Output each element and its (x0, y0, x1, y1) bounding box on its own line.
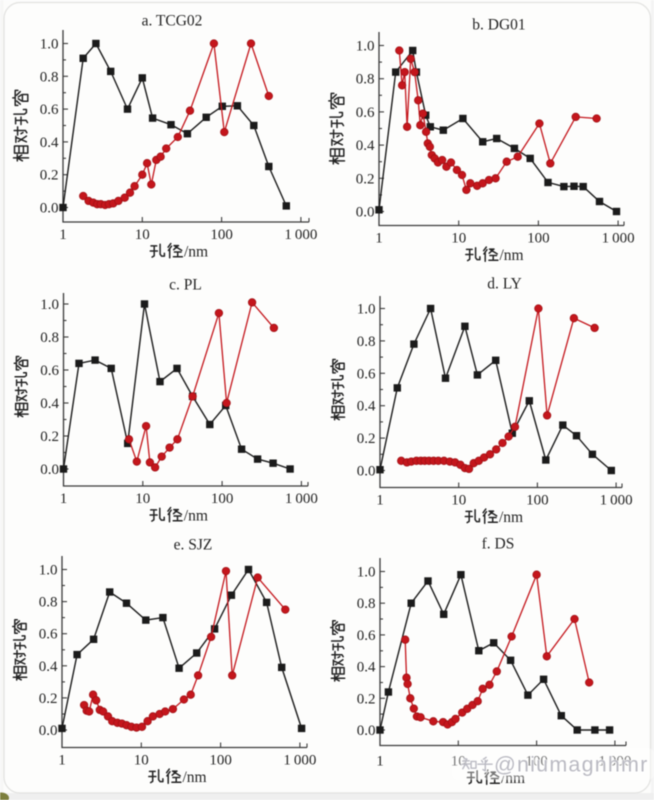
svg-text:0.4: 0.4 (357, 399, 376, 415)
svg-text:0.0: 0.0 (356, 205, 375, 221)
svg-text:1 000: 1 000 (284, 227, 317, 243)
svg-text:0.6: 0.6 (356, 105, 375, 121)
svg-text:@niumagnhmr: @niumagnhmr (494, 752, 649, 776)
svg-text:0.0: 0.0 (39, 723, 58, 739)
svg-text:/nm: /nm (501, 770, 525, 787)
svg-text:0.4: 0.4 (40, 396, 59, 412)
svg-text:0.6: 0.6 (40, 102, 59, 118)
svg-text:f. DS: f. DS (482, 536, 515, 553)
svg-text:0.2: 0.2 (357, 691, 376, 707)
svg-text:100: 100 (209, 753, 232, 769)
svg-text:1: 1 (59, 227, 67, 243)
svg-text:0.4: 0.4 (356, 138, 375, 154)
svg-text:0.8: 0.8 (357, 596, 376, 612)
svg-text:/nm: /nm (500, 247, 524, 264)
svg-text:1.0: 1.0 (356, 39, 375, 55)
svg-text:1 000: 1 000 (285, 491, 318, 507)
svg-text:10: 10 (135, 491, 150, 507)
svg-text:0.6: 0.6 (40, 363, 59, 379)
svg-text:@niumagnhmr: @niumagnhmr (494, 753, 649, 777)
svg-text:0.6: 0.6 (357, 366, 376, 382)
svg-text:0.8: 0.8 (356, 72, 375, 88)
svg-text:100: 100 (526, 493, 549, 509)
svg-text:1.0: 1.0 (40, 37, 59, 53)
svg-text:0.4: 0.4 (357, 660, 376, 676)
svg-text:b. DG01: b. DG01 (472, 17, 525, 34)
svg-text:10: 10 (451, 231, 466, 247)
svg-text:0.4: 0.4 (39, 659, 58, 675)
svg-text:a. TCG02: a. TCG02 (142, 13, 203, 30)
svg-text:0.2: 0.2 (356, 171, 375, 187)
svg-text:0.0: 0.0 (357, 723, 376, 739)
svg-text:1 000: 1 000 (283, 753, 316, 769)
svg-text:0.6: 0.6 (39, 627, 58, 643)
svg-text:0.8: 0.8 (357, 334, 376, 350)
svg-text:100: 100 (211, 491, 234, 507)
svg-text:/nm: /nm (184, 508, 208, 525)
svg-text:10: 10 (135, 227, 150, 243)
svg-text:0.2: 0.2 (40, 429, 59, 445)
svg-text:0.2: 0.2 (40, 168, 59, 184)
svg-text:1.0: 1.0 (357, 302, 376, 318)
svg-text:d. LY: d. LY (487, 276, 522, 293)
svg-text:1 000: 1 000 (598, 754, 631, 770)
svg-text:c. PL: c. PL (169, 277, 202, 294)
svg-text:/nm: /nm (184, 244, 208, 261)
svg-text:100: 100 (527, 231, 550, 247)
svg-text:1: 1 (58, 753, 66, 769)
svg-text:0.0: 0.0 (40, 201, 59, 217)
svg-text:1.0: 1.0 (40, 297, 59, 313)
svg-text:e. SJZ: e. SJZ (174, 537, 213, 554)
svg-text:1: 1 (60, 491, 68, 507)
svg-text:100: 100 (525, 754, 548, 770)
svg-text:/nm: /nm (499, 509, 523, 526)
svg-text:1 000: 1 000 (600, 493, 633, 509)
svg-text:1: 1 (376, 493, 384, 509)
svg-text:0.8: 0.8 (40, 330, 59, 346)
svg-text:1 000: 1 000 (602, 231, 635, 247)
svg-text:10: 10 (451, 493, 466, 509)
svg-text:10: 10 (134, 753, 149, 769)
svg-text:/nm: /nm (183, 769, 207, 786)
svg-text:0.8: 0.8 (40, 69, 59, 85)
svg-text:0.4: 0.4 (40, 135, 59, 151)
svg-text:0.2: 0.2 (357, 431, 376, 447)
svg-text:1.0: 1.0 (357, 565, 376, 581)
svg-text:0.8: 0.8 (39, 595, 58, 611)
svg-text:1: 1 (375, 231, 383, 247)
svg-text:1.0: 1.0 (39, 563, 58, 579)
svg-text:0.6: 0.6 (357, 628, 376, 644)
svg-text:0.0: 0.0 (40, 462, 59, 478)
svg-text:0.0: 0.0 (357, 464, 376, 480)
svg-text:1: 1 (376, 754, 384, 770)
svg-text:100: 100 (210, 227, 233, 243)
svg-text:0.2: 0.2 (39, 691, 58, 707)
